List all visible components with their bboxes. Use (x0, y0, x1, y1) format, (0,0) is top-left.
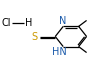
Text: HN: HN (52, 47, 67, 57)
Text: N: N (59, 16, 66, 26)
Text: Cl: Cl (1, 18, 11, 28)
Text: S: S (31, 32, 37, 41)
Text: H: H (25, 18, 33, 28)
